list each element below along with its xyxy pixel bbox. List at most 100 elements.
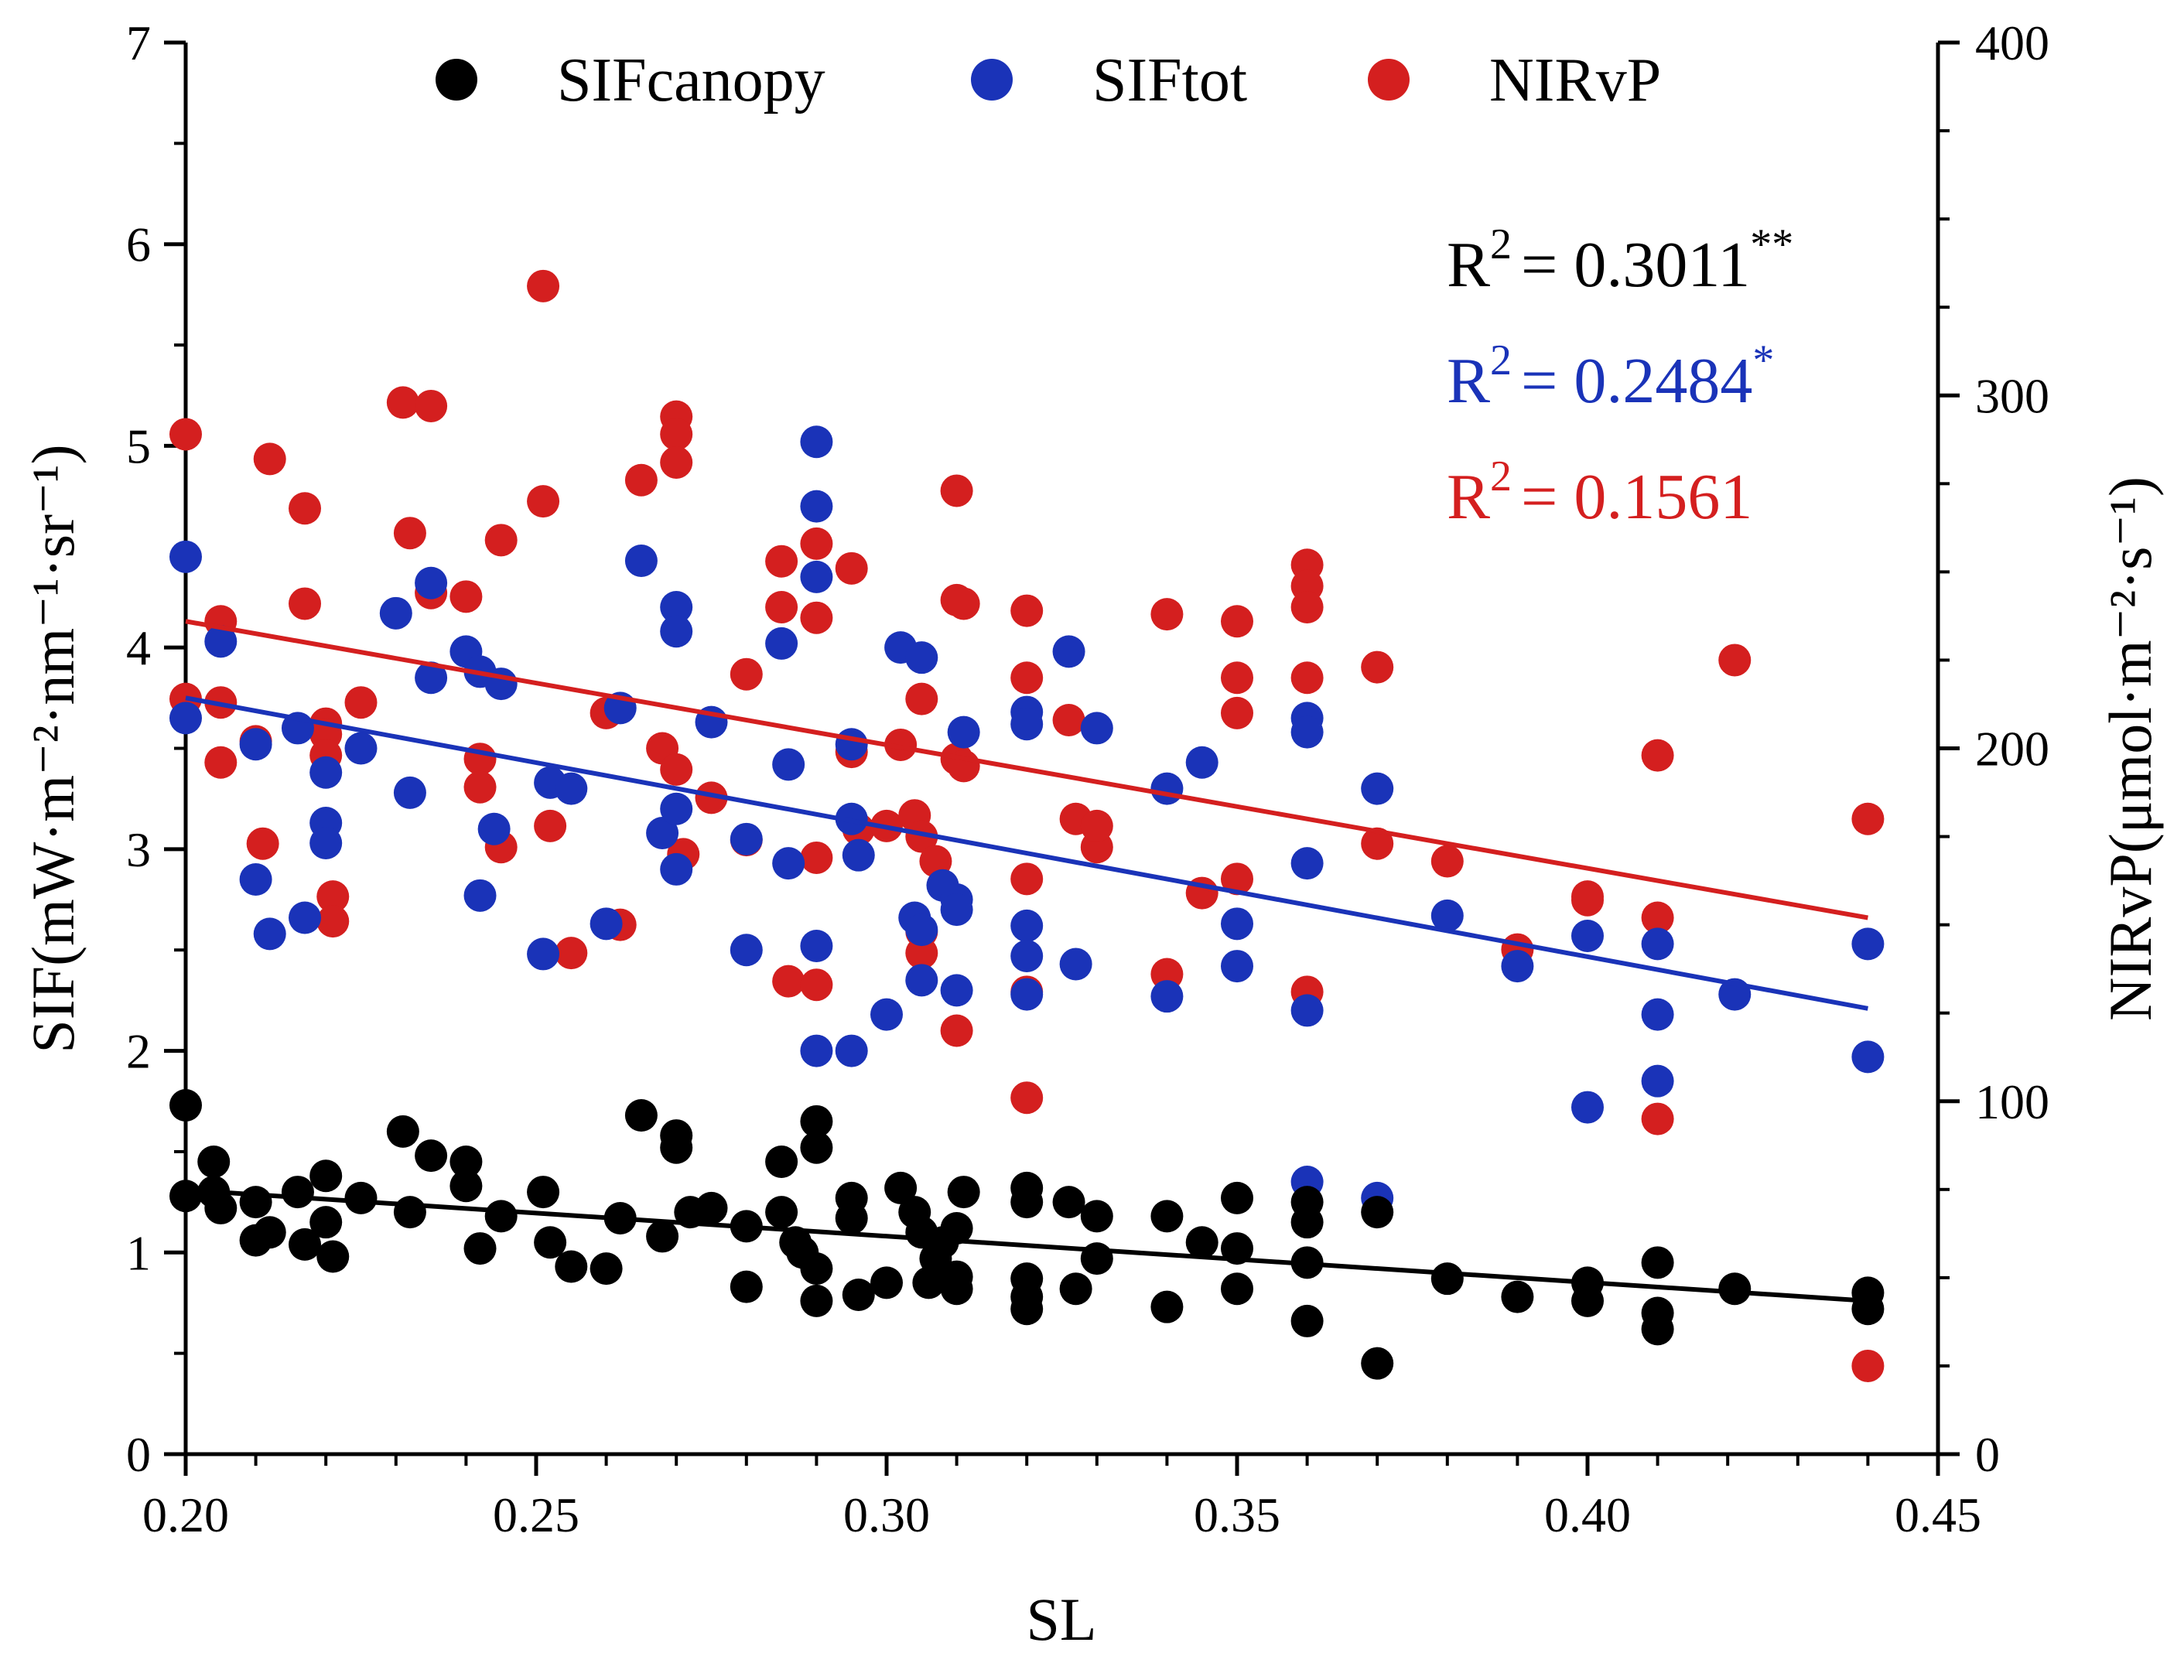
point-nirvp: [415, 389, 448, 422]
r2-nirvp-value: = 0.1561: [1521, 461, 1752, 533]
point-nirvp: [1718, 644, 1752, 677]
legend-marker-nirvp: [1368, 59, 1410, 101]
point-sifcanopy: [463, 1232, 497, 1265]
x-tick-label: 0.35: [1194, 1487, 1280, 1542]
point-siftot: [1010, 708, 1044, 741]
point-siftot: [1221, 950, 1253, 983]
y-tick-label: 5: [126, 418, 151, 473]
y-tick-label: 0: [126, 1427, 151, 1482]
point-siftot: [905, 913, 938, 947]
point-nirvp: [884, 728, 918, 761]
point-siftot: [800, 560, 833, 593]
r2-nirvp: R2 = 0.1561: [1447, 452, 1752, 533]
point-siftot: [1185, 746, 1218, 779]
point-siftot: [1080, 712, 1113, 745]
point-sifcanopy: [730, 1270, 763, 1303]
point-siftot: [463, 879, 497, 912]
point-sifcanopy: [765, 1145, 798, 1178]
point-nirvp: [484, 524, 518, 557]
point-sifcanopy: [1052, 1186, 1085, 1219]
point-sifcanopy: [947, 1176, 980, 1209]
point-nirvp: [253, 442, 286, 476]
point-siftot: [527, 937, 560, 971]
point-nirvp: [1221, 696, 1253, 729]
point-nirvp: [1851, 802, 1885, 835]
y2-tick-label: 0: [1975, 1427, 2000, 1482]
r2-nirvp-exp: 2: [1490, 452, 1512, 500]
point-nirvp: [1010, 1081, 1044, 1115]
point-siftot: [393, 776, 426, 809]
point-siftot: [1010, 978, 1044, 1011]
point-siftot: [555, 772, 588, 805]
point-siftot: [730, 934, 763, 967]
point-nirvp: [800, 841, 833, 874]
point-siftot: [1571, 919, 1604, 952]
point-siftot: [204, 625, 238, 658]
y2-tick-label: 300: [1975, 368, 2049, 423]
point-sifcanopy: [1641, 1246, 1674, 1279]
point-sifcanopy: [253, 1216, 286, 1249]
point-sifcanopy: [800, 1131, 833, 1164]
point-siftot: [477, 812, 511, 845]
point-sifcanopy: [800, 1105, 833, 1138]
point-siftot: [800, 490, 833, 523]
point-siftot: [772, 748, 805, 781]
x-tick-label: 0.40: [1544, 1487, 1631, 1542]
point-nirvp: [835, 551, 868, 585]
point-sifcanopy: [1150, 1290, 1184, 1323]
point-sifcanopy: [1430, 1262, 1464, 1296]
point-siftot: [289, 901, 322, 934]
point-siftot: [1851, 927, 1885, 961]
point-siftot: [253, 917, 286, 951]
point-sifcanopy: [695, 1191, 728, 1224]
point-siftot: [765, 627, 798, 660]
point-nirvp: [1430, 845, 1464, 878]
point-siftot: [1290, 847, 1324, 880]
point-sifcanopy: [842, 1279, 875, 1312]
point-siftot: [1361, 772, 1394, 805]
point-nirvp: [695, 781, 728, 814]
point-nirvp: [947, 587, 980, 620]
point-nirvp: [772, 965, 805, 998]
point-nirvp: [1361, 827, 1394, 860]
point-nirvp: [316, 905, 350, 938]
point-sifcanopy: [624, 1099, 658, 1132]
point-siftot: [835, 1034, 868, 1067]
point-sifcanopy: [940, 1212, 973, 1245]
point-sifcanopy: [309, 1159, 343, 1193]
point-nirvp: [1221, 661, 1253, 695]
r2-siftot-sig: *: [1752, 336, 1774, 384]
point-siftot: [870, 998, 903, 1031]
point-siftot: [309, 827, 343, 860]
point-nirvp: [1010, 661, 1044, 695]
point-nirvp: [246, 827, 279, 860]
point-sifcanopy: [660, 1131, 693, 1164]
point-siftot: [646, 817, 679, 849]
point-siftot: [1059, 948, 1092, 981]
point-sifcanopy: [239, 1186, 272, 1219]
point-nirvp: [1641, 1102, 1674, 1135]
point-siftot: [772, 847, 805, 880]
point-nirvp: [1150, 598, 1184, 631]
fit-lines: [185, 619, 1868, 1303]
r2-annotations: R2 = 0.3011** R2 = 0.2484* R2 = 0.1561: [1447, 220, 1793, 533]
point-nirvp: [1290, 591, 1324, 623]
point-sifcanopy: [555, 1250, 588, 1283]
point-sifcanopy: [1571, 1284, 1604, 1317]
point-siftot: [1052, 635, 1085, 668]
point-sifcanopy: [449, 1170, 483, 1203]
point-siftot: [239, 862, 272, 896]
legend: SIFcanopy SIFtot NIRvP: [436, 46, 1661, 114]
y2-axis-title: NIRvP(μmol·m⁻²·s⁻¹): [2097, 476, 2164, 1021]
point-nirvp: [765, 591, 798, 623]
point-sifcanopy: [1221, 1272, 1253, 1306]
point-nirvp: [660, 446, 693, 479]
point-siftot: [1571, 1091, 1604, 1124]
point-nirvp: [169, 418, 202, 451]
point-nirvp: [344, 686, 378, 719]
point-sifcanopy: [1010, 1186, 1044, 1219]
point-nirvp: [289, 492, 322, 525]
point-nirvp: [289, 587, 322, 620]
point-siftot: [800, 425, 833, 459]
